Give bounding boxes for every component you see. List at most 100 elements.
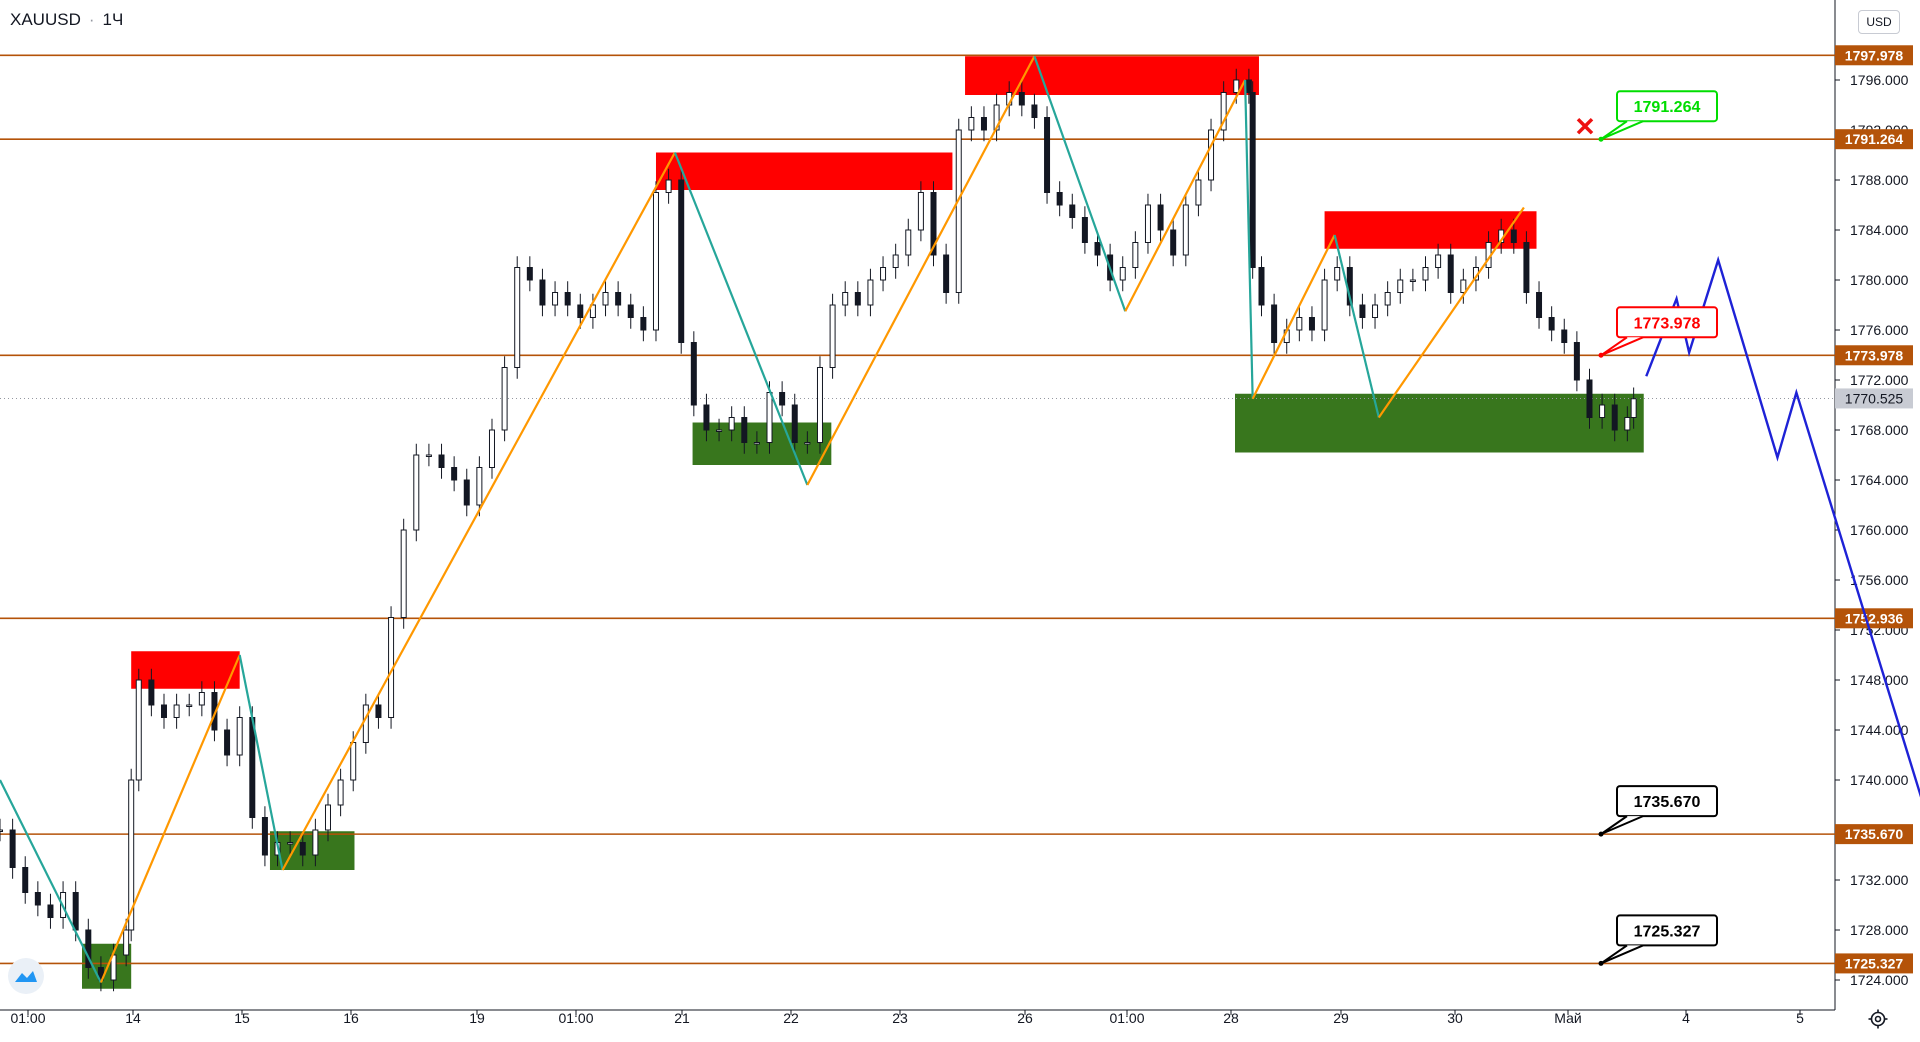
candle-body: [955, 129, 962, 293]
y-tick-label: 1772.000: [1850, 372, 1909, 388]
candle-body: [1258, 267, 1265, 306]
candle-body: [1271, 304, 1278, 343]
candle-body: [1249, 92, 1256, 268]
candle-body: [753, 442, 760, 445]
y-tick-label: 1744.000: [1850, 722, 1909, 738]
candle-body: [1044, 117, 1051, 193]
candle-body: [1447, 254, 1454, 293]
demand-zone: [1235, 393, 1644, 453]
candle-body: [589, 304, 596, 318]
interval-label[interactable]: 1Ч: [102, 10, 124, 29]
candle-body: [72, 892, 79, 931]
y-tick-label: 1784.000: [1850, 222, 1909, 238]
candle-body: [577, 304, 584, 318]
x-tick-label: 19: [469, 1010, 485, 1026]
candle-body: [842, 292, 849, 306]
candle-body: [867, 279, 874, 306]
candle-body: [173, 704, 180, 718]
price-level-label: 1735.670: [1845, 826, 1904, 842]
x-tick-label: 01:00: [1109, 1010, 1144, 1026]
candle-body: [1561, 329, 1568, 343]
x-tick-label: 14: [125, 1010, 141, 1026]
zigzag-leg: [1124, 79, 1247, 312]
candle-body: [236, 717, 243, 756]
price-level-tag: [1835, 45, 1913, 66]
candle-body: [438, 454, 445, 468]
candle-body: [135, 679, 142, 781]
candle-body: [463, 479, 470, 506]
zigzag-leg: [1244, 79, 1254, 399]
candle-body: [350, 742, 357, 781]
candle-body: [905, 229, 912, 256]
last-price-label: 1770.525: [1845, 390, 1904, 406]
candle-body: [665, 179, 672, 193]
y-tick-label: 1756.000: [1850, 572, 1909, 588]
candle-body: [312, 829, 319, 856]
candle-body: [9, 829, 16, 868]
candle-body: [261, 817, 268, 856]
supply-zone: [1324, 211, 1537, 249]
candle-body: [917, 192, 924, 231]
candle-body: [198, 692, 205, 706]
candle-body: [1397, 279, 1404, 293]
supply-zone: [965, 56, 1259, 95]
candle-body: [703, 404, 710, 431]
candle-body: [1018, 92, 1025, 106]
x-tick-label: Май: [1554, 1010, 1581, 1026]
callout-box: [1616, 785, 1718, 818]
callout-box: [1616, 306, 1718, 339]
candle-body: [1372, 304, 1379, 318]
candle-body: [640, 317, 647, 331]
candle-body: [400, 529, 407, 618]
candle-body: [1624, 417, 1631, 431]
x-tick-label: 30: [1447, 1010, 1463, 1026]
currency-button[interactable]: USD: [1858, 10, 1900, 34]
price-level-label: 1797.978: [1845, 47, 1904, 63]
zigzag-leg: [806, 55, 1036, 486]
candle-body: [1031, 104, 1038, 118]
price-axis[interactable]: [1835, 0, 1920, 1042]
candle-body: [1056, 192, 1063, 206]
candle-body: [816, 367, 823, 443]
callout-pointer: [1600, 815, 1644, 836]
symbol-label[interactable]: XAUUSD: [10, 10, 81, 29]
price-level-label: 1752.936: [1845, 610, 1904, 626]
candle-body: [476, 467, 483, 506]
tradingview-logo-icon[interactable]: [8, 958, 44, 994]
candle-body: [1170, 229, 1177, 256]
y-tick-label: 1780.000: [1850, 272, 1909, 288]
candle-body: [1359, 304, 1366, 318]
supply-zone: [131, 651, 240, 689]
candle-body: [1334, 267, 1341, 281]
zigzag-leg: [673, 152, 809, 486]
candle-body: [488, 429, 495, 468]
demand-zone: [269, 831, 355, 870]
candle-body: [85, 929, 92, 968]
callout-box: [1616, 90, 1718, 123]
candle-body: [526, 267, 533, 281]
callout-label: 1773.978: [1634, 315, 1701, 332]
candle-body: [1220, 92, 1227, 131]
x-tick-label: 4: [1682, 1010, 1690, 1026]
last-price-tag: [1835, 388, 1913, 409]
zigzag-leg: [1333, 234, 1380, 418]
x-tick-label: 29: [1333, 1010, 1349, 1026]
candle-body: [892, 254, 899, 268]
callout-anchor: [1598, 960, 1604, 966]
candle-body: [1523, 242, 1530, 293]
y-tick-label: 1796.000: [1850, 72, 1909, 88]
candle-body: [980, 117, 987, 131]
candle-body: [1308, 317, 1315, 331]
x-tick-label: 21: [674, 1010, 690, 1026]
y-tick-label: 1764.000: [1850, 472, 1909, 488]
supply-zone: [655, 152, 953, 190]
gear-icon[interactable]: [1865, 1006, 1891, 1032]
candle-body: [615, 292, 622, 306]
y-tick-label: 1768.000: [1850, 422, 1909, 438]
chart-header: XAUUSD · 1Ч: [10, 10, 123, 30]
zigzag-leg: [1377, 206, 1525, 419]
candle-body: [451, 467, 458, 481]
header-separator: ·: [88, 10, 95, 29]
